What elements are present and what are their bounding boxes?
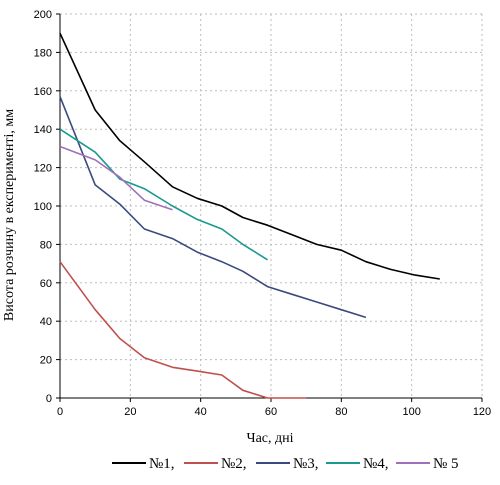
x-tick-label: 40 [195, 406, 207, 418]
series-line-5 [59, 145, 173, 211]
y-tick-label: 40 [40, 316, 52, 328]
x-tick-label: 60 [265, 406, 277, 418]
y-tick-label: 0 [46, 393, 52, 405]
grid [60, 13, 483, 398]
legend-label-4: №4, [363, 456, 389, 472]
y-tick-label: 60 [40, 278, 52, 290]
y-tick-label: 200 [34, 9, 52, 21]
legend-label-3: №3, [293, 456, 319, 472]
tick-labels: 0 20 40 60 80 100 120 0 20 40 60 80 100 120 140 160 180 2… [34, 9, 492, 418]
series-lines [59, 32, 440, 399]
x-tick-label: 100 [402, 406, 420, 418]
x-tick-label: 0 [57, 406, 63, 418]
y-tick-label: 20 [40, 355, 52, 367]
x-tick-label: 80 [335, 406, 347, 418]
axes [56, 13, 483, 402]
legend-label-5: № 5 [433, 456, 459, 472]
series-line-3 [59, 96, 367, 319]
y-tick-label: 180 [34, 47, 52, 59]
legend-label-2: №2, [221, 456, 247, 472]
y-tick-label: 140 [34, 124, 52, 136]
y-tick-label: 120 [34, 163, 52, 175]
x-tick-label: 20 [124, 406, 136, 418]
y-tick-label: 100 [34, 201, 52, 213]
y-axis-title: Висота розчину в експерименті, мм [2, 109, 17, 321]
series-line-4 [59, 128, 268, 261]
x-tick-label: 120 [473, 406, 491, 418]
legend-label-1: №1, [149, 456, 175, 472]
y-tick-label: 160 [34, 86, 52, 98]
x-axis-title: Час, дні [246, 431, 293, 446]
series-line-1 [59, 32, 440, 280]
series-line-2 [59, 261, 307, 399]
y-tick-label: 80 [40, 239, 52, 251]
legend: №1, №2, №3, №4, № 5 [112, 456, 459, 472]
